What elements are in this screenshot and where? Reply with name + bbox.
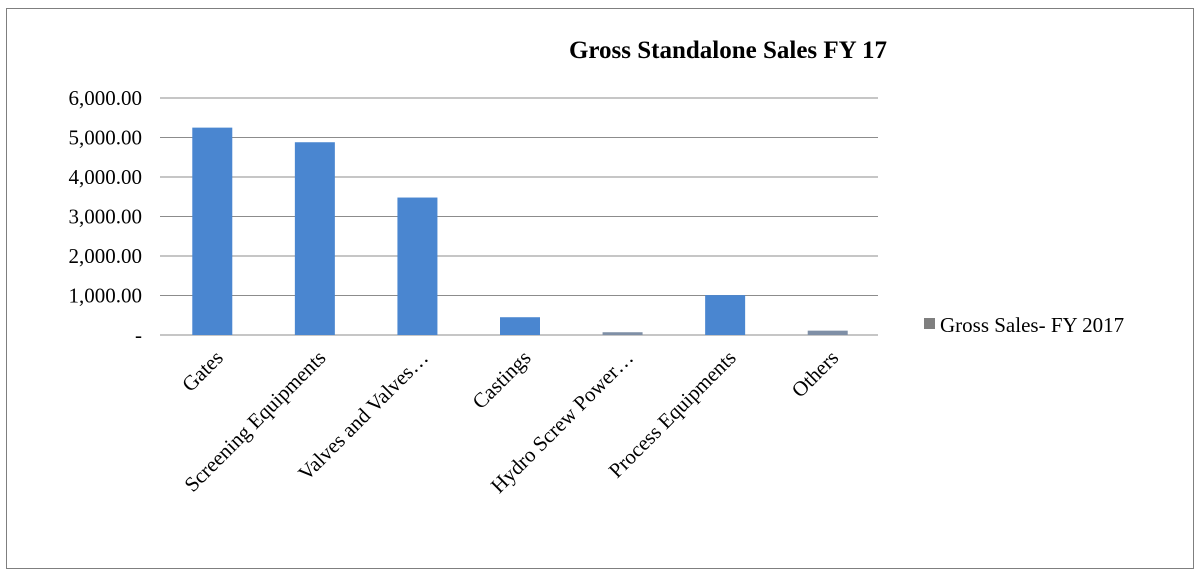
bar	[807, 330, 848, 335]
x-category-label: Others	[787, 346, 844, 403]
bar	[397, 197, 438, 335]
legend-marker	[924, 318, 935, 329]
x-category-label: Castings	[467, 346, 535, 414]
chart-title: Gross Standalone Sales FY 17	[569, 37, 887, 64]
bar	[500, 317, 540, 335]
bar	[705, 295, 746, 335]
bars	[192, 127, 848, 335]
legend: Gross Sales- FY 2017	[924, 313, 1124, 337]
y-tick-label: 3,000.00	[69, 205, 143, 229]
legend-label: Gross Sales- FY 2017	[940, 313, 1124, 337]
y-tick-label: -	[135, 323, 142, 347]
grid-lines	[160, 97, 878, 336]
bar	[294, 142, 335, 335]
y-tick-label: 1,000.00	[69, 284, 143, 308]
y-tick-label: 5,000.00	[69, 126, 143, 150]
bar	[192, 127, 233, 335]
y-tick-label: 6,000.00	[69, 86, 143, 110]
bar	[602, 332, 643, 335]
y-tick-label: 4,000.00	[69, 165, 143, 189]
x-category-label: Gates	[177, 346, 228, 397]
y-axis-tick-labels: - 1,000.00 2,000.00 3,000.00 4,000.00 5,000.0…	[69, 86, 143, 347]
y-tick-label: 2,000.00	[69, 244, 143, 268]
